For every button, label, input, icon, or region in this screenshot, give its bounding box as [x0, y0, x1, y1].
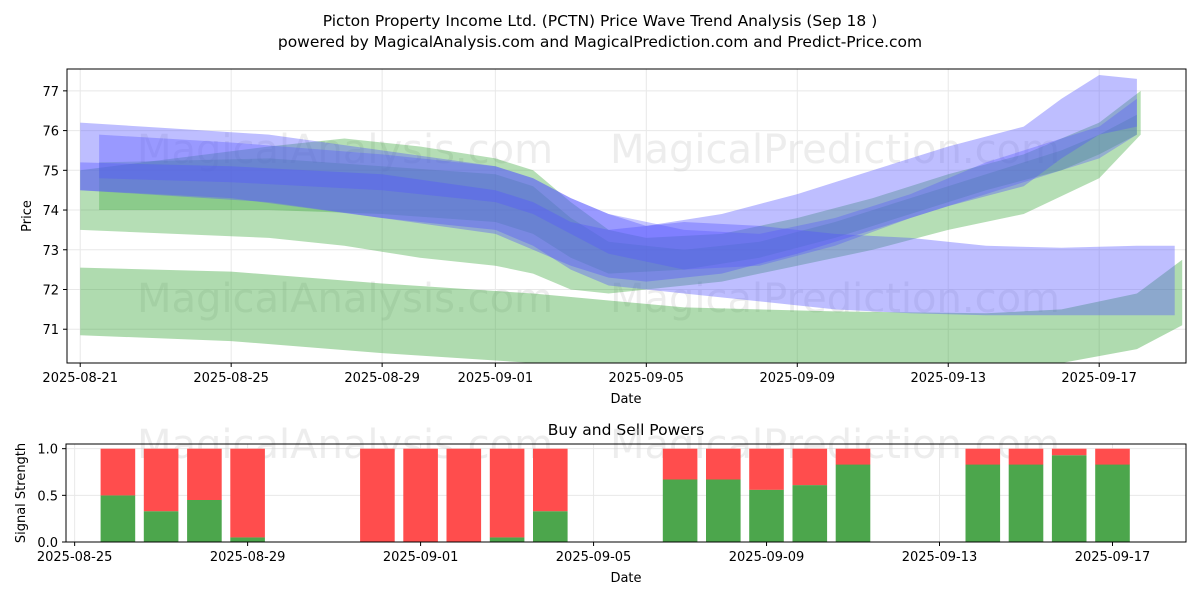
signal-chart-title: Buy and Sell Powers [548, 421, 705, 439]
sell-bar [965, 448, 1001, 465]
sell-bar [143, 448, 179, 512]
sell-bar [749, 448, 784, 490]
price-y-tick-label: 76 [42, 125, 59, 140]
watermark-text: MagicalAnalysis.com [137, 127, 553, 173]
signal-x-tick-label: 2025-09-17 [1075, 550, 1151, 565]
buy-bar [489, 537, 525, 542]
price-y-tick-label: 71 [42, 323, 59, 338]
sell-bar [489, 448, 525, 538]
buy-bar [1095, 464, 1130, 542]
price-watermarks: MagicalAnalysis.com MagicalPrediction.co… [137, 127, 1060, 322]
price-bands [80, 75, 1183, 363]
signal-y-tick-label: 0.0 [37, 536, 58, 551]
buy-bar [187, 500, 222, 542]
sell-bar [706, 448, 741, 480]
signal-chart: Buy and Sell Powers MagicalAnalysis.com … [14, 421, 1187, 586]
signal-x-tick-label: 2025-09-13 [902, 550, 978, 565]
signal-y-tick-label: 0.5 [37, 489, 58, 504]
buy-bar [1008, 464, 1044, 542]
signal-bars [100, 448, 1130, 542]
sell-bar [446, 448, 482, 542]
watermark-text: MagicalPrediction.com [610, 127, 1060, 173]
green-upper-band [80, 90, 1141, 294]
buy-bar [230, 537, 265, 542]
chart-title-line1: Picton Property Income Ltd. (PCTN) Price… [323, 12, 878, 30]
signal-x-tick-label: 2025-09-09 [729, 550, 805, 565]
buy-bar [100, 495, 136, 542]
sell-bar [100, 448, 136, 496]
price-y-tick-label: 74 [42, 204, 59, 219]
buy-bar [835, 464, 871, 542]
buy-bar [965, 464, 1001, 542]
price-plot-frame [66, 68, 1187, 364]
signal-y-tick-label: 1.0 [37, 443, 58, 458]
price-y-axis-label: Price [20, 200, 35, 232]
sell-bar [403, 448, 438, 542]
price-x-axis: 2025-08-21 2025-08-25 2025-08-29 2025-09-01… [42, 363, 1137, 386]
buy-bar [533, 511, 568, 542]
buy-bar [662, 479, 698, 542]
sell-bar [187, 448, 222, 500]
sell-bar [792, 448, 828, 486]
price-y-tick-label: 72 [42, 284, 59, 299]
signal-x-tick-label: 2025-09-01 [383, 550, 459, 565]
price-x-tick-label: 2025-09-13 [910, 371, 986, 386]
price-x-tick-label: 2025-09-17 [1061, 371, 1137, 386]
sell-bar [533, 448, 568, 512]
price-x-tick-label: 2025-09-09 [759, 371, 835, 386]
sell-bar [230, 448, 265, 538]
sell-bar [360, 448, 395, 542]
signal-plot-frame [65, 443, 1187, 543]
signal-x-tick-label: 2025-09-05 [556, 550, 632, 565]
price-plot-area [67, 69, 1186, 363]
green-lower-band [80, 259, 1183, 363]
watermark-text: MagicalAnalysis.com [137, 276, 553, 322]
green-mid-band [99, 114, 1137, 274]
price-y-axis: 71 72 73 74 75 76 77 [42, 85, 67, 338]
sell-bar [835, 448, 871, 465]
sell-bar [1095, 448, 1130, 465]
signal-y-axis: 0.0 0.5 1.0 [37, 443, 66, 551]
buy-bar [143, 511, 179, 542]
buy-bar [1051, 455, 1087, 542]
chart-title-line2: powered by MagicalAnalysis.com and Magic… [278, 33, 922, 51]
price-x-tick-label: 2025-08-29 [344, 371, 420, 386]
sell-bar [1051, 448, 1087, 456]
watermark-text: MagicalPrediction.com [610, 276, 1060, 322]
price-x-axis-label: Date [610, 392, 641, 407]
buy-bar [792, 485, 828, 542]
blue-lower-band [80, 162, 1175, 316]
price-grid [67, 69, 1186, 363]
price-y-tick-label: 73 [42, 244, 59, 259]
price-x-tick-label: 2025-08-21 [42, 371, 118, 386]
sell-bar [662, 448, 698, 480]
signal-x-tick-label: 2025-08-29 [210, 550, 286, 565]
signal-x-tick-label: 2025-08-25 [37, 550, 113, 565]
price-x-tick-label: 2025-08-25 [193, 371, 269, 386]
signal-x-axis: 2025-08-25 2025-08-29 2025-09-01 2025-09-05… [37, 542, 1150, 565]
buy-bar [706, 479, 741, 542]
price-y-tick-label: 75 [42, 164, 59, 179]
price-x-tick-label: 2025-09-05 [609, 371, 685, 386]
signal-x-axis-label: Date [610, 571, 641, 586]
price-y-tick-label: 77 [42, 85, 59, 100]
price-x-tick-label: 2025-09-01 [458, 371, 534, 386]
blue-mid-band [99, 98, 1137, 270]
sell-bar [1008, 448, 1044, 465]
blue-upper-band [80, 75, 1137, 282]
buy-bar [749, 489, 784, 542]
signal-y-axis-label: Signal Strength [14, 443, 29, 543]
price-chart: MagicalAnalysis.com MagicalPrediction.co… [20, 68, 1187, 407]
